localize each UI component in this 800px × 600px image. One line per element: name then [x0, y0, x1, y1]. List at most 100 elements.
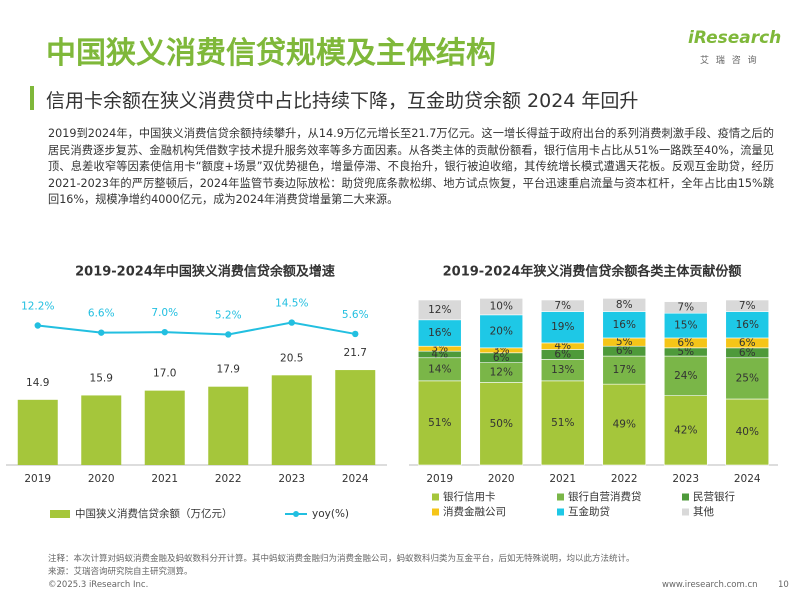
legend-swatch — [432, 493, 439, 501]
value-label: 12% — [490, 367, 513, 379]
marker — [288, 319, 295, 326]
value-label: 6.6% — [88, 308, 115, 320]
value-label: 49% — [613, 419, 636, 431]
value-label: 4% — [554, 340, 571, 352]
bar-segment — [540, 311, 585, 344]
legend-swatch — [557, 493, 564, 501]
x-tick-label: 2021 — [151, 473, 178, 485]
logo-cn: 艾 瑞 咨 询 — [700, 56, 759, 66]
value-label: 20.5 — [280, 352, 303, 364]
source: 来源：艾瑞咨询研究院自主研究测算。 — [48, 567, 193, 577]
bar-segment — [540, 299, 585, 312]
bar — [81, 395, 122, 465]
legend-label: 中国狭义消费信贷余额（万亿元） — [75, 507, 233, 520]
bar — [271, 375, 312, 465]
value-label: 14.9 — [26, 377, 49, 389]
value-label: 24% — [674, 370, 697, 382]
legend-label: 银行信用卡 — [443, 490, 496, 503]
marker — [98, 329, 105, 336]
value-label: 17% — [613, 364, 636, 376]
value-label: 16% — [613, 319, 636, 331]
value-label: 15% — [674, 320, 697, 332]
chart-title: 2019-2024年中国狭义消费信贷余额及增速 — [75, 264, 335, 280]
value-label: 19% — [551, 321, 574, 333]
bar — [17, 399, 58, 465]
bar-segment — [725, 398, 770, 466]
legend-label: yoy(%) — [312, 508, 349, 520]
bar-segment — [417, 380, 462, 466]
value-label: 5% — [616, 336, 633, 348]
value-label: 16% — [736, 319, 759, 331]
value-label: 6% — [739, 337, 756, 349]
bar-segment — [479, 382, 524, 466]
marker — [225, 331, 232, 338]
page-title: 中国狭义消费信贷规模及主体结构 — [46, 36, 496, 71]
chart-title: 2019-2024年狭义消费信贷余额各类主体贡献份额 — [443, 264, 742, 280]
value-label: 50% — [490, 418, 513, 430]
legend-label: 消费金融公司 — [443, 505, 506, 518]
x-tick-label: 2022 — [611, 473, 638, 485]
value-label: 6% — [554, 348, 571, 360]
value-label: 5.6% — [342, 309, 369, 321]
logo: iResearch — [688, 28, 782, 48]
value-label: 25% — [736, 372, 759, 384]
x-tick-label: 2021 — [549, 473, 576, 485]
value-label: 6% — [616, 345, 633, 357]
value-label: 10% — [490, 301, 513, 313]
page-number: 10 — [778, 580, 789, 590]
legend-label: 银行自营消费贷 — [568, 490, 642, 503]
legend-swatch — [682, 493, 689, 501]
bar-segment — [725, 299, 770, 312]
bar — [335, 370, 376, 465]
x-tick-label: 2019 — [24, 473, 51, 485]
legend-swatch — [432, 508, 439, 516]
accent-bar — [30, 86, 34, 110]
value-label: 8% — [616, 299, 633, 311]
x-tick-label: 2020 — [88, 473, 115, 485]
value-label: 42% — [674, 424, 697, 436]
bar-segment — [602, 383, 647, 466]
bar-segment — [663, 312, 708, 339]
x-tick-label: 2019 — [426, 473, 453, 485]
bar — [144, 390, 185, 465]
value-label: 6% — [739, 347, 756, 359]
bar-segment — [540, 380, 585, 466]
value-label: 16% — [428, 327, 451, 339]
value-label: 21.7 — [344, 347, 367, 359]
value-label: 6% — [493, 352, 510, 364]
value-label: 6% — [677, 337, 694, 349]
website: www.iresearch.com.cn — [662, 580, 758, 590]
bar-segment — [602, 298, 647, 312]
value-label: 14% — [428, 363, 451, 375]
value-label: 12% — [428, 304, 451, 316]
copyright: ©2025.3 iResearch Inc. — [48, 580, 149, 590]
legend-label: 民营银行 — [693, 490, 735, 503]
value-label: 51% — [551, 417, 574, 429]
legend-swatch — [293, 511, 299, 517]
marker — [161, 328, 168, 336]
bar-segment — [663, 355, 708, 397]
x-tick-label: 2022 — [215, 473, 242, 485]
page-subtitle: 信用卡余额在狭义消费贷中占比持续下降，互金助贷余额 2024 年回升 — [46, 90, 639, 112]
value-label: 7% — [739, 300, 756, 312]
bar-segment — [602, 355, 647, 385]
value-label: 7.0% — [151, 307, 178, 319]
note: 注释：本次计算对蚂蚁消费金融及蚂蚁数科分开计算。其中蚂蚁消费金融归为消费金融公司… — [48, 554, 635, 564]
legend-label: 其他 — [693, 505, 714, 518]
x-tick-label: 2020 — [488, 473, 515, 485]
legend-swatch — [50, 510, 70, 518]
value-label: 14.5% — [275, 298, 308, 310]
x-tick-label: 2023 — [672, 473, 699, 485]
bar-segment — [663, 395, 708, 466]
value-label: 20% — [490, 325, 513, 337]
bar-segment — [417, 299, 462, 321]
value-label: 51% — [428, 417, 451, 429]
value-label: 15.9 — [90, 372, 113, 384]
value-label: 13% — [551, 364, 574, 376]
bar — [208, 386, 249, 465]
x-tick-label: 2024 — [734, 473, 761, 485]
value-label: 7% — [677, 301, 694, 313]
value-label: 7% — [554, 300, 571, 312]
